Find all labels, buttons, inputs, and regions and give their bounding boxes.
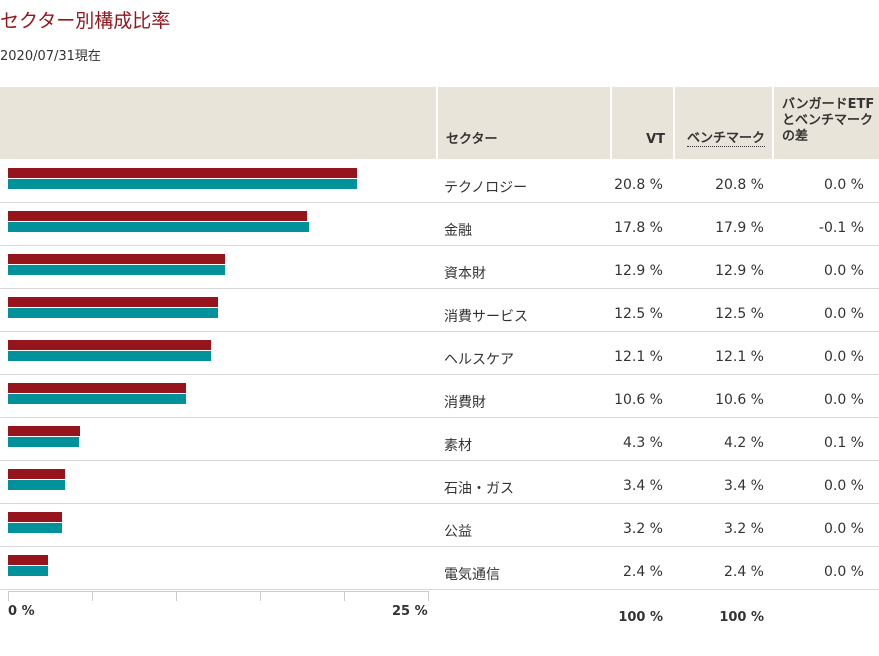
x-axis-tick [344,591,345,601]
row-divider [0,503,879,504]
sector-header: セクター [446,132,498,147]
vt-header: VT [646,132,665,147]
vt-value: 3.2 % [622,521,663,537]
vt-bar[interactable] [8,254,225,264]
benchmark-bar[interactable] [8,265,225,275]
vt-value: 4.3 % [622,435,663,451]
benchmark-bar[interactable] [8,308,218,318]
x-axis-tick [8,591,9,601]
page-title: セクター別構成比率 [0,10,171,32]
difference-value: 0.0 % [823,478,864,494]
benchmark-total: 100 % [719,610,764,625]
benchmark-bar[interactable] [8,480,66,490]
benchmark-bar[interactable] [8,179,358,189]
x-axis-tick-label: 25 % [392,604,428,619]
sector-name: テクノロジー [444,180,528,196]
vt-bar[interactable] [8,340,212,350]
vt-value: 3.4 % [622,478,663,494]
difference-value: 0.0 % [823,521,864,537]
difference-header: バンガードETFとベンチマークの差 [782,97,875,144]
benchmark-value: 3.4 % [723,478,764,494]
vt-bar[interactable] [8,555,49,565]
vt-value: 12.9 % [614,263,663,279]
benchmark-value: 2.4 % [723,564,764,580]
vt-value: 20.8 % [614,177,663,193]
difference-header-cell: バンガードETFとベンチマークの差 [774,87,879,159]
row-divider [0,417,879,418]
row-divider [0,202,879,203]
difference-value: -0.1 % [818,220,864,236]
row-divider [0,589,879,590]
x-axis-tick [92,591,93,601]
benchmark-bar[interactable] [8,437,79,447]
difference-value: 0.0 % [823,392,864,408]
benchmark-bar[interactable] [8,523,62,533]
sector-name: 素材 [444,438,472,454]
sector-name: 金融 [444,223,472,239]
sector-name: 消費財 [444,395,486,411]
x-axis-tick-label: 0 % [8,604,35,619]
sector-name: 消費サービス [444,309,528,325]
row-divider [0,288,879,289]
difference-value: 0.1 % [823,435,864,451]
vt-value: 2.4 % [622,564,663,580]
benchmark-value: 17.9 % [715,220,764,236]
row-divider [0,460,879,461]
vt-bar[interactable] [8,297,218,307]
x-axis-tick [176,591,177,601]
difference-value: 0.0 % [823,349,864,365]
benchmark-header[interactable]: ベンチマーク [686,127,765,147]
vt-header-cell: VT [612,87,673,159]
benchmark-value: 20.8 % [715,177,764,193]
sector-header-cell: セクター [438,87,610,159]
difference-value: 0.0 % [823,177,864,193]
vt-total: 100 % [618,610,663,625]
benchmark-value: 10.6 % [715,392,764,408]
vt-bar[interactable] [8,426,81,436]
vt-value: 12.1 % [614,349,663,365]
difference-value: 0.0 % [823,263,864,279]
x-axis-line [8,591,428,592]
x-axis-tick [428,591,429,601]
vt-value: 17.8 % [614,220,663,236]
benchmark-value: 3.2 % [723,521,764,537]
vt-bar[interactable] [8,211,308,221]
row-divider [0,245,879,246]
benchmark-bar[interactable] [8,222,309,232]
row-divider [0,546,879,547]
vt-bar[interactable] [8,512,62,522]
benchmark-bar[interactable] [8,351,212,361]
sector-name: 電気通信 [444,567,500,583]
benchmark-bar[interactable] [8,566,49,576]
vt-bar[interactable] [8,469,66,479]
vt-value: 12.5 % [614,306,663,322]
benchmark-value: 12.1 % [715,349,764,365]
benchmark-value: 12.5 % [715,306,764,322]
sector-name: ヘルスケア [444,352,514,368]
chart-header-cell [0,87,436,159]
sector-name: 公益 [444,524,472,540]
x-axis-tick [260,591,261,601]
vt-bar[interactable] [8,168,358,178]
benchmark-value: 12.9 % [715,263,764,279]
difference-value: 0.0 % [823,306,864,322]
benchmark-header-cell[interactable]: ベンチマーク [675,87,772,159]
difference-value: 0.0 % [823,564,864,580]
vt-value: 10.6 % [614,392,663,408]
sector-name: 石油・ガス [444,481,514,497]
row-divider [0,374,879,375]
row-divider [0,331,879,332]
as-of-date: 2020/07/31現在 [0,49,101,64]
sector-name: 資本財 [444,266,486,282]
benchmark-value: 4.2 % [723,435,764,451]
vt-bar[interactable] [8,383,187,393]
benchmark-bar[interactable] [8,394,187,404]
